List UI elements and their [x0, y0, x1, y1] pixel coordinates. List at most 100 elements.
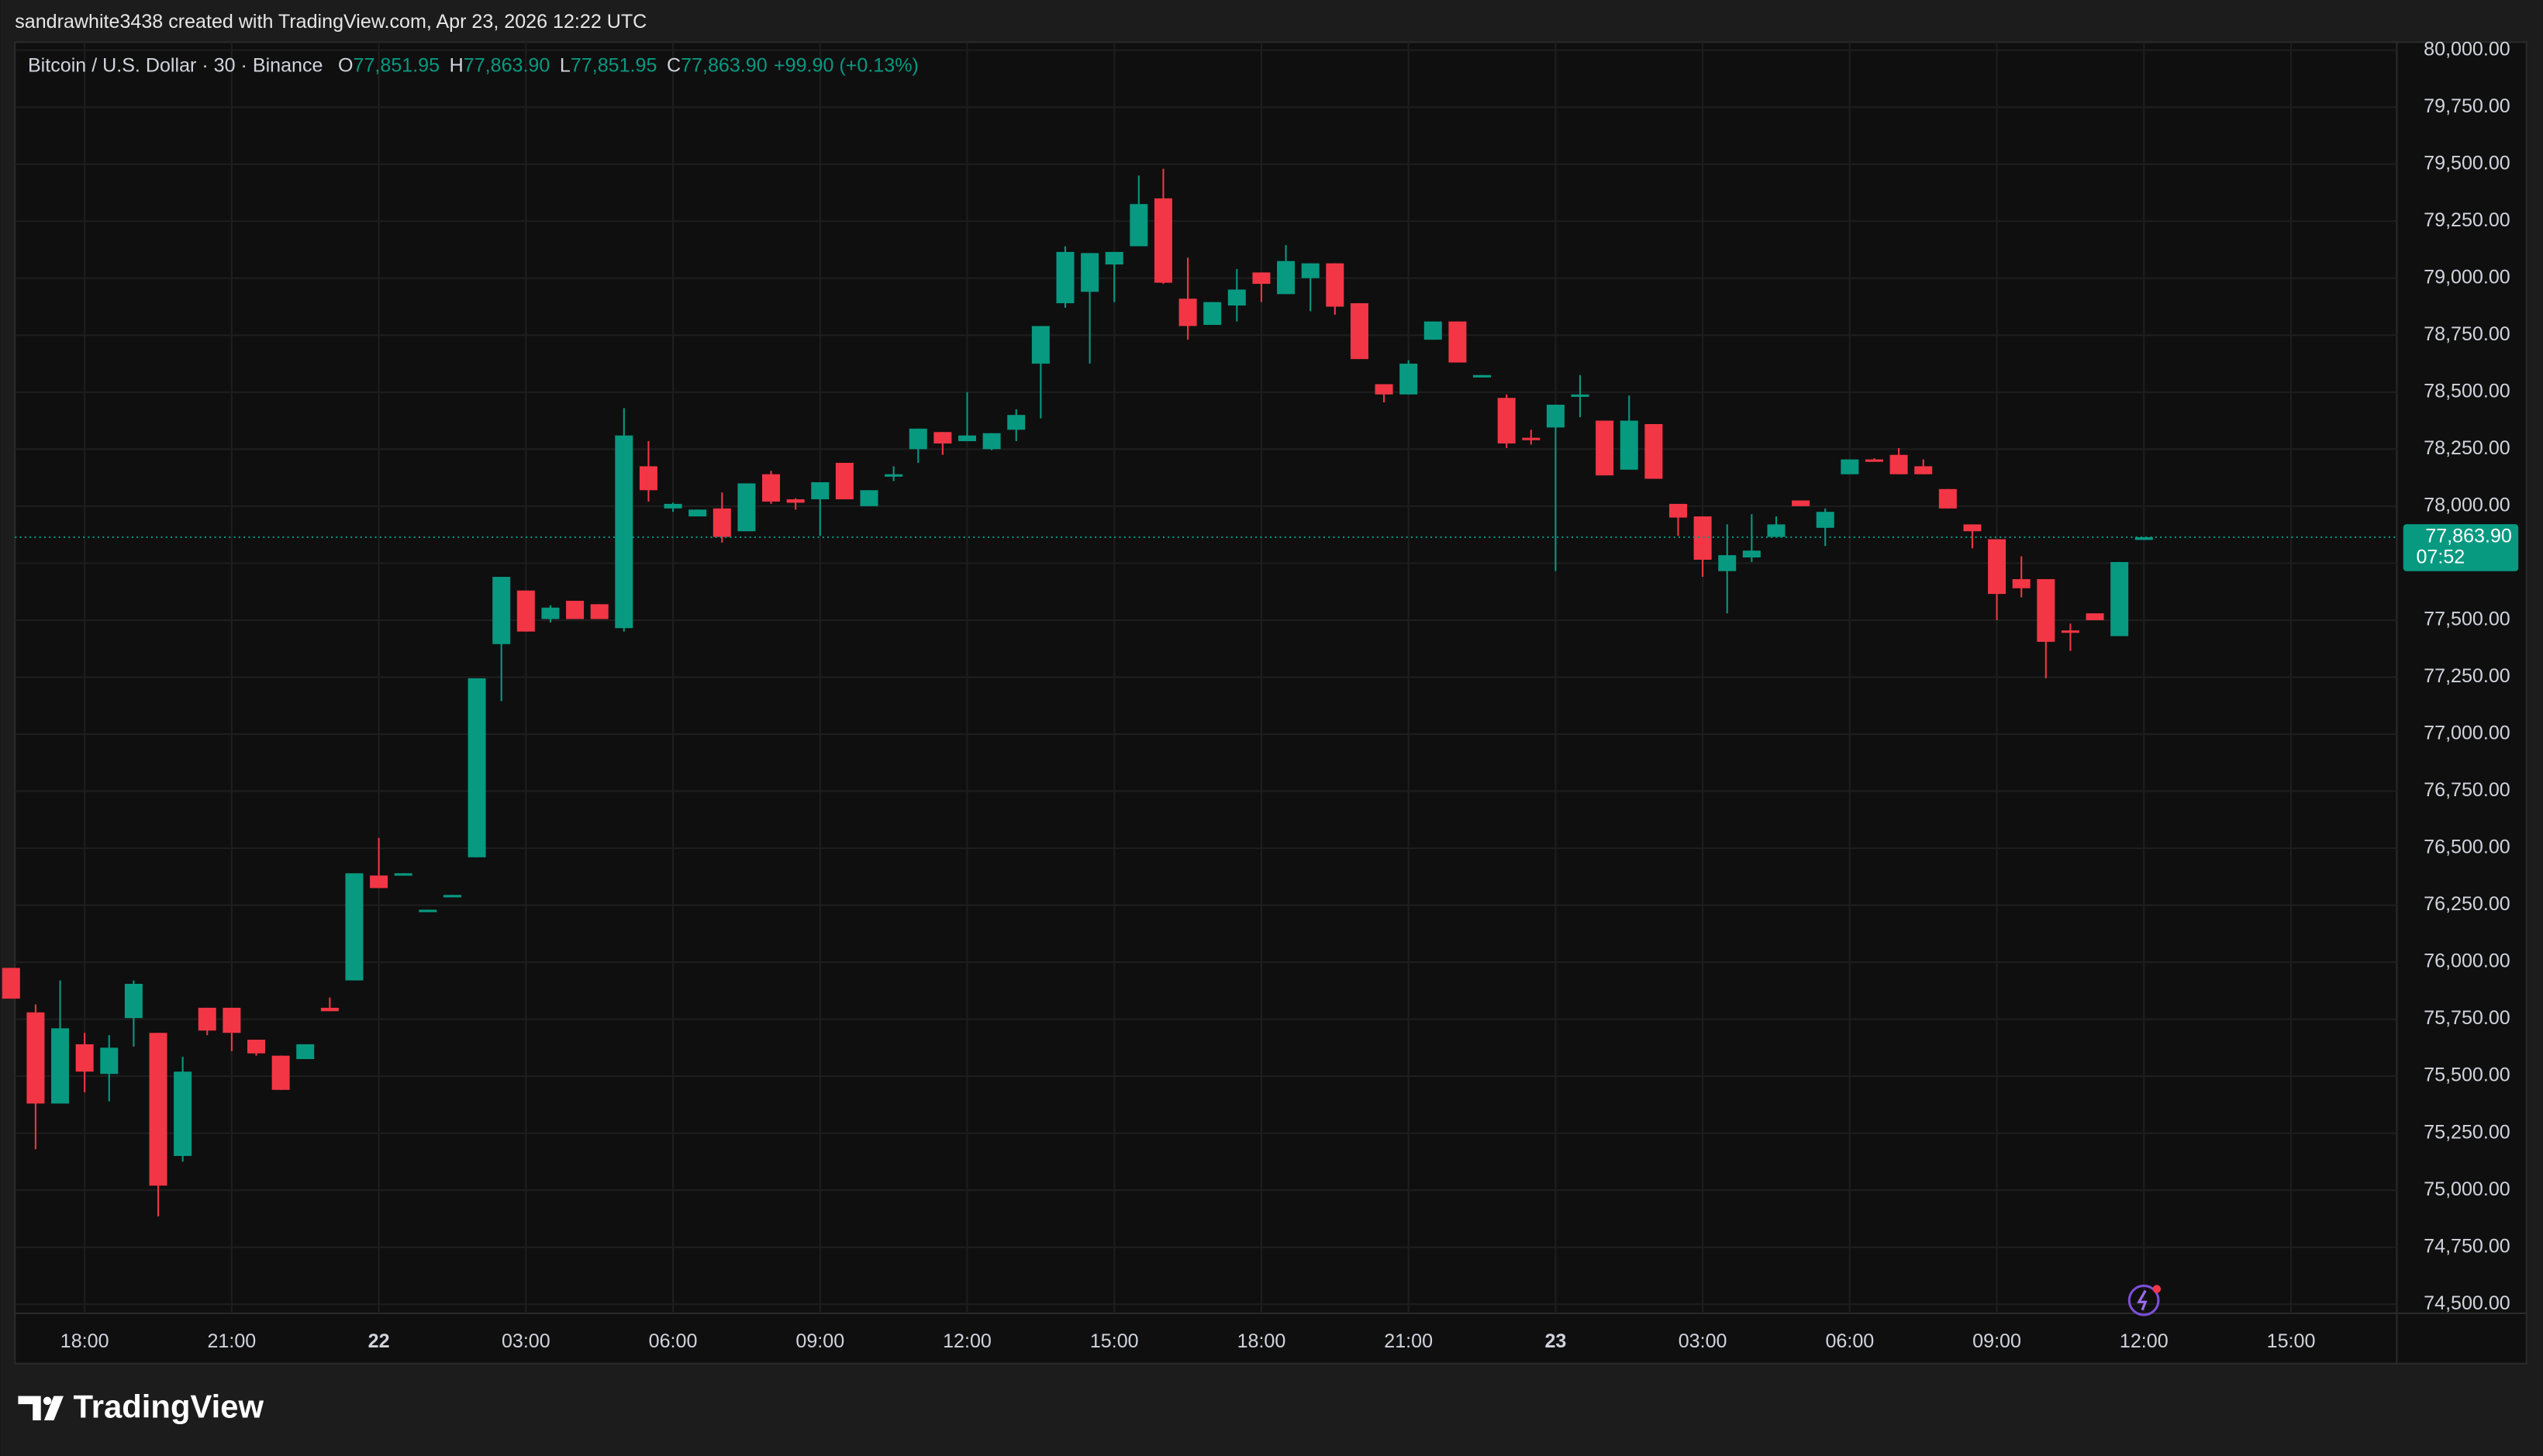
- candle-body: [1816, 512, 1834, 528]
- y-tick-label: 75,500.00: [2424, 1064, 2510, 1086]
- candle-body: [1252, 272, 1271, 285]
- candle-body: [1473, 374, 1492, 378]
- candle-body: [370, 875, 388, 888]
- candle-body: [2037, 578, 2055, 642]
- candle-body: [1620, 420, 1638, 470]
- change: +99.90 (+0.13%): [774, 54, 919, 76]
- last-price-box: [2403, 524, 2519, 571]
- candle-body: [1522, 437, 1541, 440]
- x-tick-label: 18:00: [1237, 1330, 1286, 1352]
- candle-body: [1988, 539, 2006, 595]
- symbol-title: Bitcoin / U.S. Dollar · 30 · Binance: [28, 54, 323, 76]
- ohlc-key: L: [560, 54, 571, 76]
- candle-body: [247, 1040, 266, 1054]
- candle-body: [149, 1033, 167, 1186]
- candle-body: [1130, 204, 1148, 247]
- candle-body: [1742, 550, 1761, 558]
- candle-body: [860, 490, 878, 506]
- assistant-icon: [2127, 1284, 2162, 1316]
- candle-body: [1767, 524, 1786, 537]
- y-tick-label: 77,000.00: [2424, 723, 2510, 744]
- candle-body: [811, 481, 830, 500]
- x-tick-label: 09:00: [795, 1330, 844, 1352]
- candle-body: [26, 1012, 45, 1104]
- x-tick-label: 18:00: [60, 1330, 109, 1352]
- candle-body: [1227, 289, 1246, 306]
- candle-body: [639, 466, 657, 491]
- candle-body: [1693, 516, 1712, 560]
- candle-body: [296, 1044, 315, 1060]
- candle-body: [468, 678, 486, 857]
- candle-body: [1841, 459, 1859, 474]
- candle-body: [124, 983, 143, 1019]
- y-tick-label: 74,500.00: [2424, 1292, 2510, 1314]
- candle-body: [1448, 321, 1467, 363]
- candle-body: [1178, 298, 1197, 326]
- y-tick-label: 79,250.00: [2424, 209, 2510, 231]
- ohlc-value: 77,851.95: [571, 54, 657, 76]
- x-tick-label: 12:00: [943, 1330, 992, 1352]
- attribution: sandrawhite3438 created with TradingView…: [15, 11, 647, 33]
- candles: [2, 168, 2397, 1216]
- candle-body: [198, 1007, 216, 1031]
- candle-body: [1375, 384, 1393, 395]
- y-tick-label: 78,750.00: [2424, 323, 2510, 345]
- candle-body: [1596, 420, 1614, 476]
- candle-body: [737, 483, 756, 532]
- x-tick-label: 03:00: [1679, 1330, 1727, 1352]
- y-tick-label: 80,000.00: [2424, 38, 2510, 60]
- legend: Bitcoin / U.S. Dollar · 30 · Binance O77…: [28, 54, 919, 76]
- ohlc-key: H: [450, 54, 464, 76]
- candle-body: [1644, 423, 1663, 479]
- y-tick-label: 79,500.00: [2424, 152, 2510, 174]
- candle-body: [688, 509, 707, 517]
- candle-body: [1865, 459, 1883, 462]
- candle-body: [1301, 263, 1320, 278]
- candle-body: [566, 600, 585, 619]
- x-tick-label: 22: [368, 1330, 390, 1352]
- candle-body: [271, 1055, 290, 1090]
- ohlc-value: 77,851.95: [354, 54, 440, 76]
- labels: 74,500.00 74,750.00 75,000.00 75,250.00 75,5…: [60, 38, 2519, 1352]
- candle-body: [590, 604, 609, 619]
- candle-body: [320, 1007, 339, 1012]
- y-tick-label: 78,500.00: [2424, 380, 2510, 402]
- candle-body: [2086, 613, 2104, 620]
- candle-body: [100, 1047, 119, 1075]
- x-tick-label: 15:00: [1090, 1330, 1139, 1352]
- candle-body: [786, 499, 805, 503]
- candle-body: [1963, 524, 1982, 532]
- candle-body: [1007, 415, 1026, 430]
- y-tick-label: 76,000.00: [2424, 951, 2510, 972]
- candle-body: [958, 435, 977, 442]
- candle-body: [345, 873, 364, 981]
- candle-body: [75, 1044, 94, 1072]
- candle-body: [2110, 561, 2129, 637]
- candle-body: [2, 968, 20, 999]
- candle-body: [1203, 302, 1222, 326]
- candle-body: [1938, 488, 1957, 509]
- candle-body: [1350, 303, 1368, 360]
- grid: [15, 42, 2397, 1313]
- candle-body: [909, 428, 927, 450]
- candle-body: [835, 462, 854, 500]
- candle-body: [1277, 260, 1296, 295]
- candle-body: [1154, 198, 1172, 283]
- candle-body: [1423, 321, 1442, 340]
- chart-panel: [14, 41, 2527, 1365]
- candle-body: [1056, 251, 1075, 304]
- candle-body: [51, 1028, 70, 1104]
- candle-body: [419, 909, 437, 913]
- y-tick-label: 78,250.00: [2424, 437, 2510, 459]
- candle-body: [762, 474, 781, 502]
- countdown: 07:52: [2416, 547, 2465, 568]
- y-tick-label: 76,500.00: [2424, 837, 2510, 858]
- x-tick-label: 12:00: [2120, 1330, 2169, 1352]
- tradingview-logo: TradingView: [18, 1388, 264, 1424]
- y-tick-label: 74,750.00: [2424, 1235, 2510, 1257]
- candle-body: [1399, 364, 1418, 395]
- y-tick-label: 77,250.00: [2424, 665, 2510, 687]
- candle-body: [174, 1071, 192, 1157]
- x-tick-label: 15:00: [2267, 1330, 2316, 1352]
